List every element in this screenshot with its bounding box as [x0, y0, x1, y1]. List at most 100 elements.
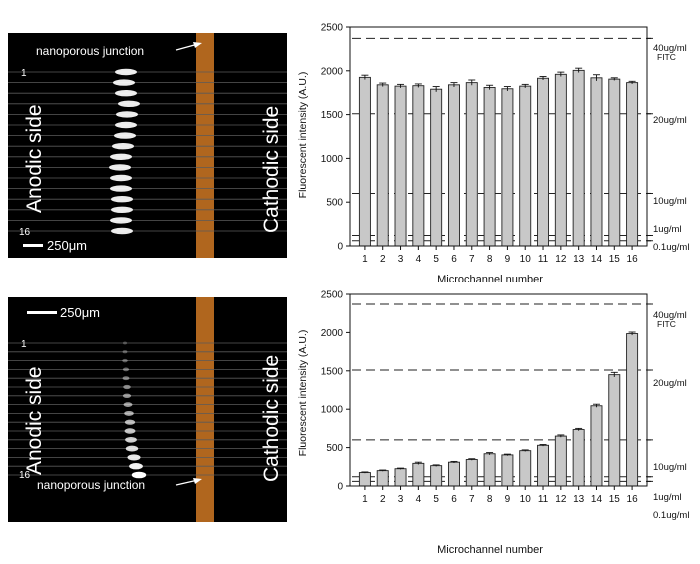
- fluorescence-band: [122, 350, 128, 354]
- micrograph-bottom: 250μm 1 16 Anodic side Cathodic side nan…: [8, 297, 287, 522]
- fluorescence-band: [115, 90, 137, 97]
- fluorescence-band: [122, 393, 132, 399]
- chart-top: 0 500 1000 1500 2000 2500 40ug/ml FITC 20ug/ml 10…: [290, 0, 700, 283]
- bar: [447, 461, 460, 487]
- x-tick-label: 1: [362, 254, 368, 265]
- channel-lines: [8, 342, 287, 476]
- junction-arrowhead: [193, 42, 202, 48]
- bar: [608, 78, 621, 247]
- fluorescence-band: [122, 376, 130, 381]
- bar: [358, 472, 371, 487]
- bar: [430, 88, 443, 247]
- x-tick-label: 11: [538, 254, 549, 265]
- x-tick-label: 5: [433, 254, 439, 265]
- fluorescence-band: [118, 100, 140, 108]
- bar: [376, 84, 389, 247]
- fluorescence-band: [112, 143, 134, 150]
- y-tick-label: 2000: [321, 66, 344, 77]
- fluorescence-band: [110, 174, 132, 182]
- fluorescence-band: [110, 185, 132, 192]
- bar: [465, 459, 478, 487]
- bar: [376, 470, 389, 487]
- axes: 0500100015002000250040ug/mlFITC20ug/ml10…: [321, 290, 690, 522]
- fluorescence-band: [111, 196, 133, 203]
- fluorescence-band: [122, 367, 130, 372]
- x-tick-label: 14: [591, 254, 603, 265]
- bar: [537, 444, 550, 487]
- reference-label: 20ug/ml: [653, 115, 687, 126]
- y-tick-label: 0: [337, 242, 343, 253]
- plot-frame: [349, 293, 648, 487]
- bar: [430, 465, 443, 487]
- x-tick-label: 8: [487, 254, 493, 265]
- bar: [608, 374, 621, 487]
- channel-lines: [8, 71, 287, 232]
- x-tick-label: 6: [451, 494, 457, 505]
- cathodic-side-label: Cathodic side: [260, 355, 283, 482]
- chart-bottom: 0 500 1000 1500 2000 2500 40ug/ml FITC 20ug/ml 10…: [290, 268, 700, 557]
- junction-strip: [196, 33, 214, 258]
- channel-number-last: 16: [19, 227, 31, 238]
- reference-label: 10ug/ml: [653, 196, 687, 207]
- x-tick-label: 11: [538, 494, 549, 505]
- fluorescence-band: [125, 436, 137, 443]
- reference-label: 10ug/ml: [653, 462, 687, 473]
- x-tick-label: 13: [573, 254, 585, 265]
- bar: [412, 462, 425, 487]
- bar: [358, 76, 371, 247]
- x-tick-label: 6: [451, 254, 457, 265]
- fluorescence-bands: [122, 341, 147, 479]
- reference-label: 0.1ug/ml: [653, 510, 689, 521]
- x-tick-label: 10: [520, 494, 532, 505]
- x-tick-label: 16: [627, 494, 639, 505]
- reference-label: 40ug/ml: [653, 43, 687, 54]
- bar: [590, 77, 603, 247]
- junction-label: nanoporous junction: [36, 44, 144, 58]
- fluorescence-band: [113, 79, 135, 86]
- reference-sublabel: FITC: [657, 52, 676, 62]
- x-tick-label: 2: [380, 494, 386, 505]
- fluorescence-bands: [109, 68, 140, 235]
- fluorescence-band: [124, 419, 136, 425]
- micrograph-top: nanoporous junction 1 16 Anodic side Cat…: [8, 33, 287, 258]
- fluorescence-band: [124, 410, 134, 416]
- fluorescence-band: [116, 111, 138, 118]
- reference-label: 20ug/ml: [653, 378, 687, 389]
- bar: [519, 85, 532, 247]
- y-tick-label: 1000: [321, 405, 344, 416]
- bar: [412, 85, 425, 247]
- channel-number-first: 1: [21, 68, 27, 79]
- x-tick-label: 4: [416, 254, 422, 265]
- fluorescence-band: [110, 217, 132, 224]
- x-tick-label: 5: [433, 494, 439, 505]
- x-tick-label: 16: [627, 254, 639, 265]
- x-tick-label: 3: [398, 254, 404, 265]
- x-axis-label: Microchannel number: [437, 544, 543, 556]
- scale-bar: [23, 244, 43, 247]
- y-tick-label: 0: [337, 482, 343, 493]
- x-tick-label: 4: [416, 494, 422, 505]
- fluorescence-band: [115, 68, 137, 76]
- channel-number-last: 16: [19, 470, 31, 481]
- y-tick-label: 1500: [321, 110, 344, 121]
- reference-label: 1ug/ml: [653, 224, 682, 235]
- anodic-side-label: Anodic side: [23, 366, 46, 475]
- scale-bar-label: 250μm: [60, 305, 100, 320]
- bar: [572, 429, 585, 487]
- micrograph-bottom-canvas: 250μm 1 16 Anodic side Cathodic side nan…: [8, 297, 287, 522]
- junction-label: nanoporous junction: [37, 478, 145, 492]
- fluorescence-band: [129, 463, 143, 470]
- fluorescence-band: [123, 384, 131, 390]
- axes: 0500100015002000250040ug/mlFITC20ug/ml10…: [321, 23, 690, 266]
- x-tick-label: 8: [487, 494, 493, 505]
- bar: [394, 468, 407, 487]
- bar: [554, 73, 567, 247]
- x-tick-label: 2: [380, 254, 386, 265]
- fluorescence-band: [127, 454, 141, 461]
- fluorescence-band: [124, 428, 136, 434]
- y-axis-label: Fluorescent intensity (A.U.): [297, 330, 309, 457]
- scale-bar: [27, 311, 57, 314]
- bar: [537, 77, 550, 247]
- fluorescence-band: [115, 121, 137, 129]
- y-axis-label: Fluorescent intensity (A.U.): [297, 72, 309, 199]
